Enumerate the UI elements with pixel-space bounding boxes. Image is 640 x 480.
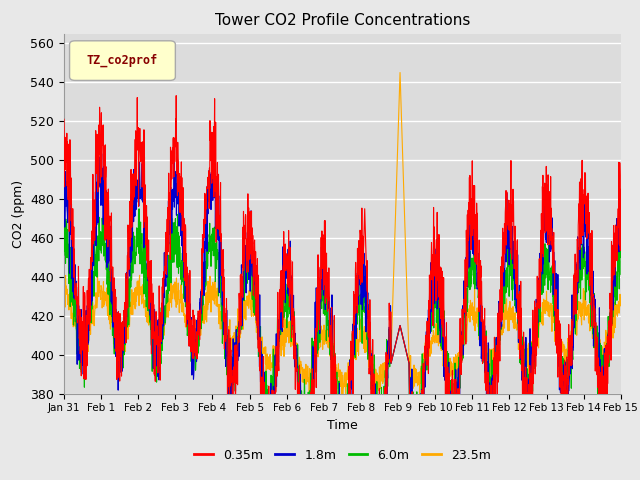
Y-axis label: CO2 (ppm): CO2 (ppm) <box>12 180 25 248</box>
FancyBboxPatch shape <box>70 41 175 80</box>
X-axis label: Time: Time <box>327 419 358 432</box>
Title: Tower CO2 Profile Concentrations: Tower CO2 Profile Concentrations <box>214 13 470 28</box>
Legend: 0.35m, 1.8m, 6.0m, 23.5m: 0.35m, 1.8m, 6.0m, 23.5m <box>189 444 495 467</box>
Text: TZ_co2prof: TZ_co2prof <box>87 54 158 67</box>
